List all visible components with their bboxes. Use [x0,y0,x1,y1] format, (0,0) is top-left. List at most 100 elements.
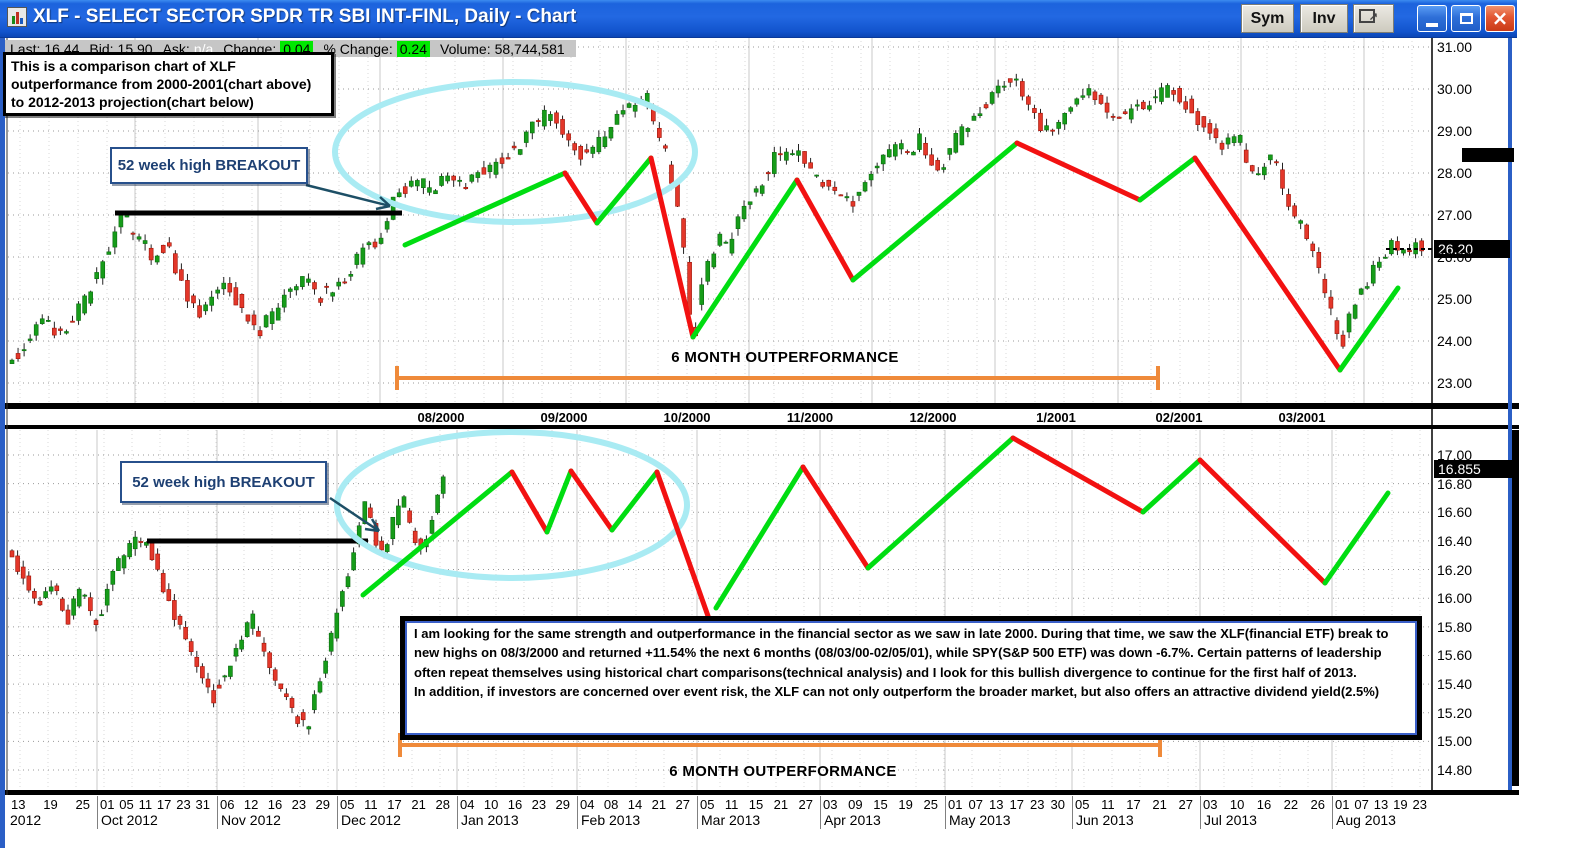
candle-up [614,113,620,125]
candle-up [233,648,239,657]
candle-up [517,149,523,155]
candle-up [415,180,420,187]
inv-button[interactable]: Inv [1300,4,1348,33]
candle-up [306,726,312,730]
trend-line-down [794,177,856,283]
volume-value: 58,744,581 [494,40,565,57]
candle-up [1377,261,1382,268]
candle-up [796,150,801,156]
candle-down [379,540,384,551]
candle-down [166,589,172,601]
trend-line-up [690,177,800,340]
candle-down [566,133,571,141]
breakout-arrow [305,183,391,208]
candle-up [1383,256,1388,259]
candle-down [342,281,348,284]
candle-down [1098,94,1104,104]
candle-up [771,152,777,174]
candle-up [360,247,366,265]
candle-up [354,253,360,265]
candle-up [814,174,819,177]
candle-down [1334,320,1340,334]
candle-down [289,698,295,708]
candle-down [402,186,408,194]
candle-down [1171,90,1176,95]
candle-down [499,157,505,164]
trend-line-down [1010,435,1146,515]
candle-down [52,327,57,336]
candle-up [487,164,493,172]
candle-up [104,588,110,606]
candle-up [753,188,759,193]
bracket-label-bottom[interactable]: 6 MONTH OUTPERFORMANCE [669,763,897,780]
candle-up [366,242,372,246]
candle-down [239,294,245,308]
candle-down [929,154,934,166]
candle-up [995,85,1001,94]
window-titlebar[interactable]: XLF - SELECT SECTOR SPDR TR SBI INT-FINL… [0,0,1517,38]
sym-button[interactable]: Sym [1241,4,1294,33]
candle-up [21,349,27,352]
candle-up [1062,113,1067,125]
axis-marker-box [1462,148,1514,162]
candle-down [177,615,183,625]
candle-up [351,552,356,571]
candle-down [256,630,261,637]
breakout-callout-bottom[interactable]: 52 week high BREAKOUT [120,461,327,503]
close-button[interactable]: × [1485,5,1515,32]
maximize-button[interactable] [1451,5,1481,32]
candle-down [1141,101,1146,110]
candle-up [632,104,638,112]
candle-up [862,182,868,192]
candle-up [911,151,916,156]
candle-up [953,133,959,153]
candle-up [390,196,396,220]
trend-line-up [865,435,1016,571]
trend-line-up [1137,155,1198,203]
candle-down [820,182,826,187]
candle-down [451,175,456,181]
popout-button[interactable]: ↗ [1353,4,1394,33]
candle-up [1225,137,1231,145]
analysis-text-box[interactable]: I am looking for the same strength and o… [400,616,1422,740]
trend-line-up [402,170,568,248]
candle-down [173,253,178,274]
candle-up [529,121,535,134]
minimize-button[interactable] [1417,5,1447,32]
candle-up [1231,136,1237,143]
candle-down [578,145,584,160]
candle-up [76,588,82,607]
trend-line-up [1140,457,1203,515]
candle-up [142,240,148,244]
trend-line-down [1192,155,1343,373]
candle-down [70,320,75,323]
candle-down [1407,250,1412,253]
candle-down [54,585,60,592]
trend-line-down [654,469,711,619]
candle-up [971,115,977,121]
candle-down [300,712,306,721]
candle-down [227,283,233,293]
candle-down [200,666,205,679]
candle-up [110,570,116,585]
candle-up [306,278,311,283]
candle-down [160,573,166,593]
candle-down [15,555,20,572]
candle-up [429,519,435,534]
candle-up [433,190,438,195]
highlight-ellipse [332,79,698,225]
candle-down [1038,112,1043,132]
breakout-callout-top[interactable]: 52 week high BREAKOUT [110,147,308,184]
candle-up [1256,173,1261,176]
window-title: XLF - SELECT SECTOR SPDR TR SBI INT-FINL… [33,6,577,27]
pct-change-value: 0.24 [396,40,430,57]
candle-up [620,110,626,115]
last-price-tag-bottom: 16.855 [1434,460,1519,478]
candle-up [989,92,995,104]
bracket-label-top[interactable]: 6 MONTH OUTPERFORMANCE [671,349,899,366]
candle-up [154,255,160,263]
candle-up [222,675,228,678]
comparison-comment-box[interactable]: This is a comparison chart of XLF outper… [3,52,334,116]
trend-line-up [850,140,1020,283]
candle-up [312,694,317,711]
